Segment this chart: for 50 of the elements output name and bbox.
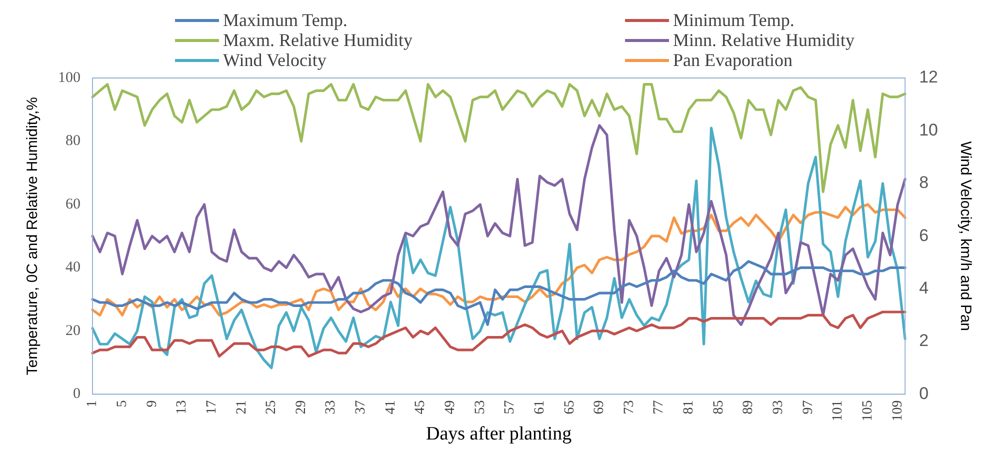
- x-tick-label: 49: [443, 400, 458, 414]
- x-tick-label: 57: [502, 400, 518, 414]
- x-tick-label: 109: [890, 400, 906, 422]
- x-axis-title: Days after planting: [426, 424, 572, 445]
- x-tick-label: 97: [800, 400, 816, 414]
- legend-label: Minn. Relative Humidity: [673, 30, 854, 50]
- legend-label: Maximum Temp.: [223, 10, 348, 30]
- y2-axis-title: Wind Velocity, km/h and Pan: [956, 141, 974, 332]
- x-tick-label: 81: [682, 400, 697, 414]
- y2-tick-label: 4: [919, 278, 929, 298]
- x-tick-label: 85: [711, 400, 726, 414]
- x-tick-label: 89: [741, 400, 756, 414]
- x-tick-label: 1: [85, 400, 100, 408]
- x-tick-label: 25: [264, 400, 280, 414]
- x-tick-label: 53: [472, 400, 488, 414]
- y2-tick-label: 12: [919, 68, 938, 87]
- legend-label: Maxm. Relative Humidity: [223, 30, 412, 50]
- x-tick-label: 29: [294, 400, 309, 414]
- x-tick-label: 45: [413, 400, 428, 414]
- y2-tick-label: 2: [919, 331, 929, 350]
- y-tick-label: 80: [66, 133, 80, 150]
- x-tick-label: 73: [622, 400, 637, 414]
- y-tick-label: 60: [66, 196, 80, 212]
- x-tick-label: 93: [771, 400, 786, 414]
- y2-tick-label: 0: [919, 384, 929, 403]
- x-tick-label: 61: [532, 400, 548, 414]
- y-tick-label: 0: [73, 386, 80, 402]
- y2-tick-label: 8: [919, 173, 929, 192]
- x-tick-label: 105: [860, 400, 876, 422]
- legend-label: Minimum Temp.: [673, 10, 794, 30]
- y2-tick-label: 6: [919, 226, 929, 245]
- y-tick-label: 100: [58, 70, 80, 86]
- x-tick-label: 65: [562, 400, 578, 414]
- y-axis-title: Temperature, 0C and Relative Humidity,%: [24, 97, 42, 376]
- x-tick-label: 21: [234, 400, 250, 414]
- x-tick-label: 41: [383, 400, 398, 414]
- legend-label: Pan Evaporation: [673, 50, 792, 70]
- x-tick-label: 77: [652, 400, 667, 414]
- x-tick-label: 13: [174, 400, 190, 414]
- y-tick-label: 40: [66, 260, 80, 276]
- x-tick-label: 17: [204, 400, 220, 414]
- x-tick-label: 37: [354, 400, 369, 414]
- legend-label: Wind Velocity: [223, 50, 326, 70]
- x-tick-label: 5: [114, 400, 130, 408]
- x-tick-label: 101: [830, 400, 846, 422]
- y-tick-label: 20: [66, 322, 80, 339]
- x-tick-label: 9: [144, 400, 160, 408]
- y2-tick-label: 10: [919, 120, 938, 140]
- x-tick-label: 69: [592, 400, 608, 414]
- x-tick-label: 33: [324, 400, 339, 414]
